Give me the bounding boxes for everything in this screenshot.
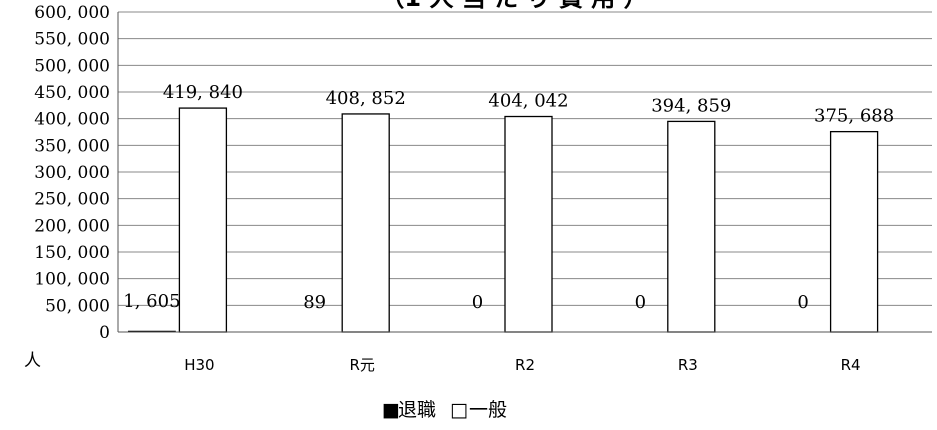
data-label-ippan: 404, 042 bbox=[488, 91, 568, 112]
data-label-ippan: 375, 688 bbox=[814, 106, 894, 127]
data-label-ippan: 408, 852 bbox=[326, 88, 406, 109]
y-tick-label: 350, 000 bbox=[34, 136, 110, 156]
data-label-taishoku: 0 bbox=[797, 292, 808, 313]
y-tick-label: 100, 000 bbox=[34, 270, 110, 290]
x-category-label: H30 bbox=[184, 356, 214, 374]
y-tick-label: 600, 000 bbox=[34, 3, 110, 23]
legend-label-taishoku: 退職 bbox=[398, 399, 436, 421]
legend-label-ippan: 一般 bbox=[469, 399, 507, 421]
x-axis-category-labels: H30 R元 R2 R3 R4 bbox=[184, 356, 860, 374]
y-tick-label: 550, 000 bbox=[34, 30, 110, 50]
x-category-label: R元 bbox=[349, 356, 374, 374]
data-labels: 1, 605 419, 840 89 408, 852 0 404, 042 0 394, 8… bbox=[123, 82, 894, 313]
y-tick-label: 50, 000 bbox=[45, 296, 110, 316]
y-tick-label: 200, 000 bbox=[34, 216, 110, 236]
y-tick-label: 250, 000 bbox=[34, 190, 110, 210]
legend-swatch-ippan-icon: □ bbox=[450, 399, 468, 421]
y-tick-label: 0 bbox=[99, 323, 110, 343]
bars bbox=[127, 107, 879, 333]
data-label-ippan: 394, 859 bbox=[651, 95, 731, 116]
bar-ippan bbox=[178, 107, 228, 333]
y-tick-label: 150, 000 bbox=[34, 243, 110, 263]
data-label-taishoku: 0 bbox=[472, 292, 483, 313]
data-label-ippan: 419, 840 bbox=[163, 82, 243, 103]
data-label-taishoku: 89 bbox=[303, 292, 326, 313]
y-axis-tick-labels: 0 50, 000 100, 000 150, 000 200, 000 250, 000… bbox=[34, 3, 110, 343]
y-tick-label: 450, 000 bbox=[34, 83, 110, 103]
y-tick-label: 400, 000 bbox=[34, 110, 110, 130]
chart-title: （1 人 当 た り 費 用 ） bbox=[380, 0, 647, 12]
data-label-taishoku: 1, 605 bbox=[123, 291, 180, 312]
data-label-taishoku: 0 bbox=[635, 292, 646, 313]
bar-ippan bbox=[667, 120, 716, 333]
x-category-label: R4 bbox=[841, 356, 861, 374]
x-category-label: R2 bbox=[515, 356, 535, 374]
bar-ippan bbox=[829, 130, 879, 333]
y-tick-label: 500, 000 bbox=[34, 56, 110, 76]
bar-ippan bbox=[504, 115, 553, 333]
legend: ■ 退職 □ 一般 bbox=[382, 399, 507, 421]
chart-title-group: （1 人 当 た り 費 用 ） bbox=[380, 0, 647, 12]
y-axis-unit-label: 人 bbox=[24, 351, 41, 371]
axes bbox=[117, 12, 932, 333]
bar-ippan bbox=[341, 113, 390, 333]
x-category-label: R3 bbox=[678, 356, 698, 374]
legend-swatch-taishoku-icon: ■ bbox=[382, 399, 400, 421]
y-tick-label: 300, 000 bbox=[34, 163, 110, 183]
